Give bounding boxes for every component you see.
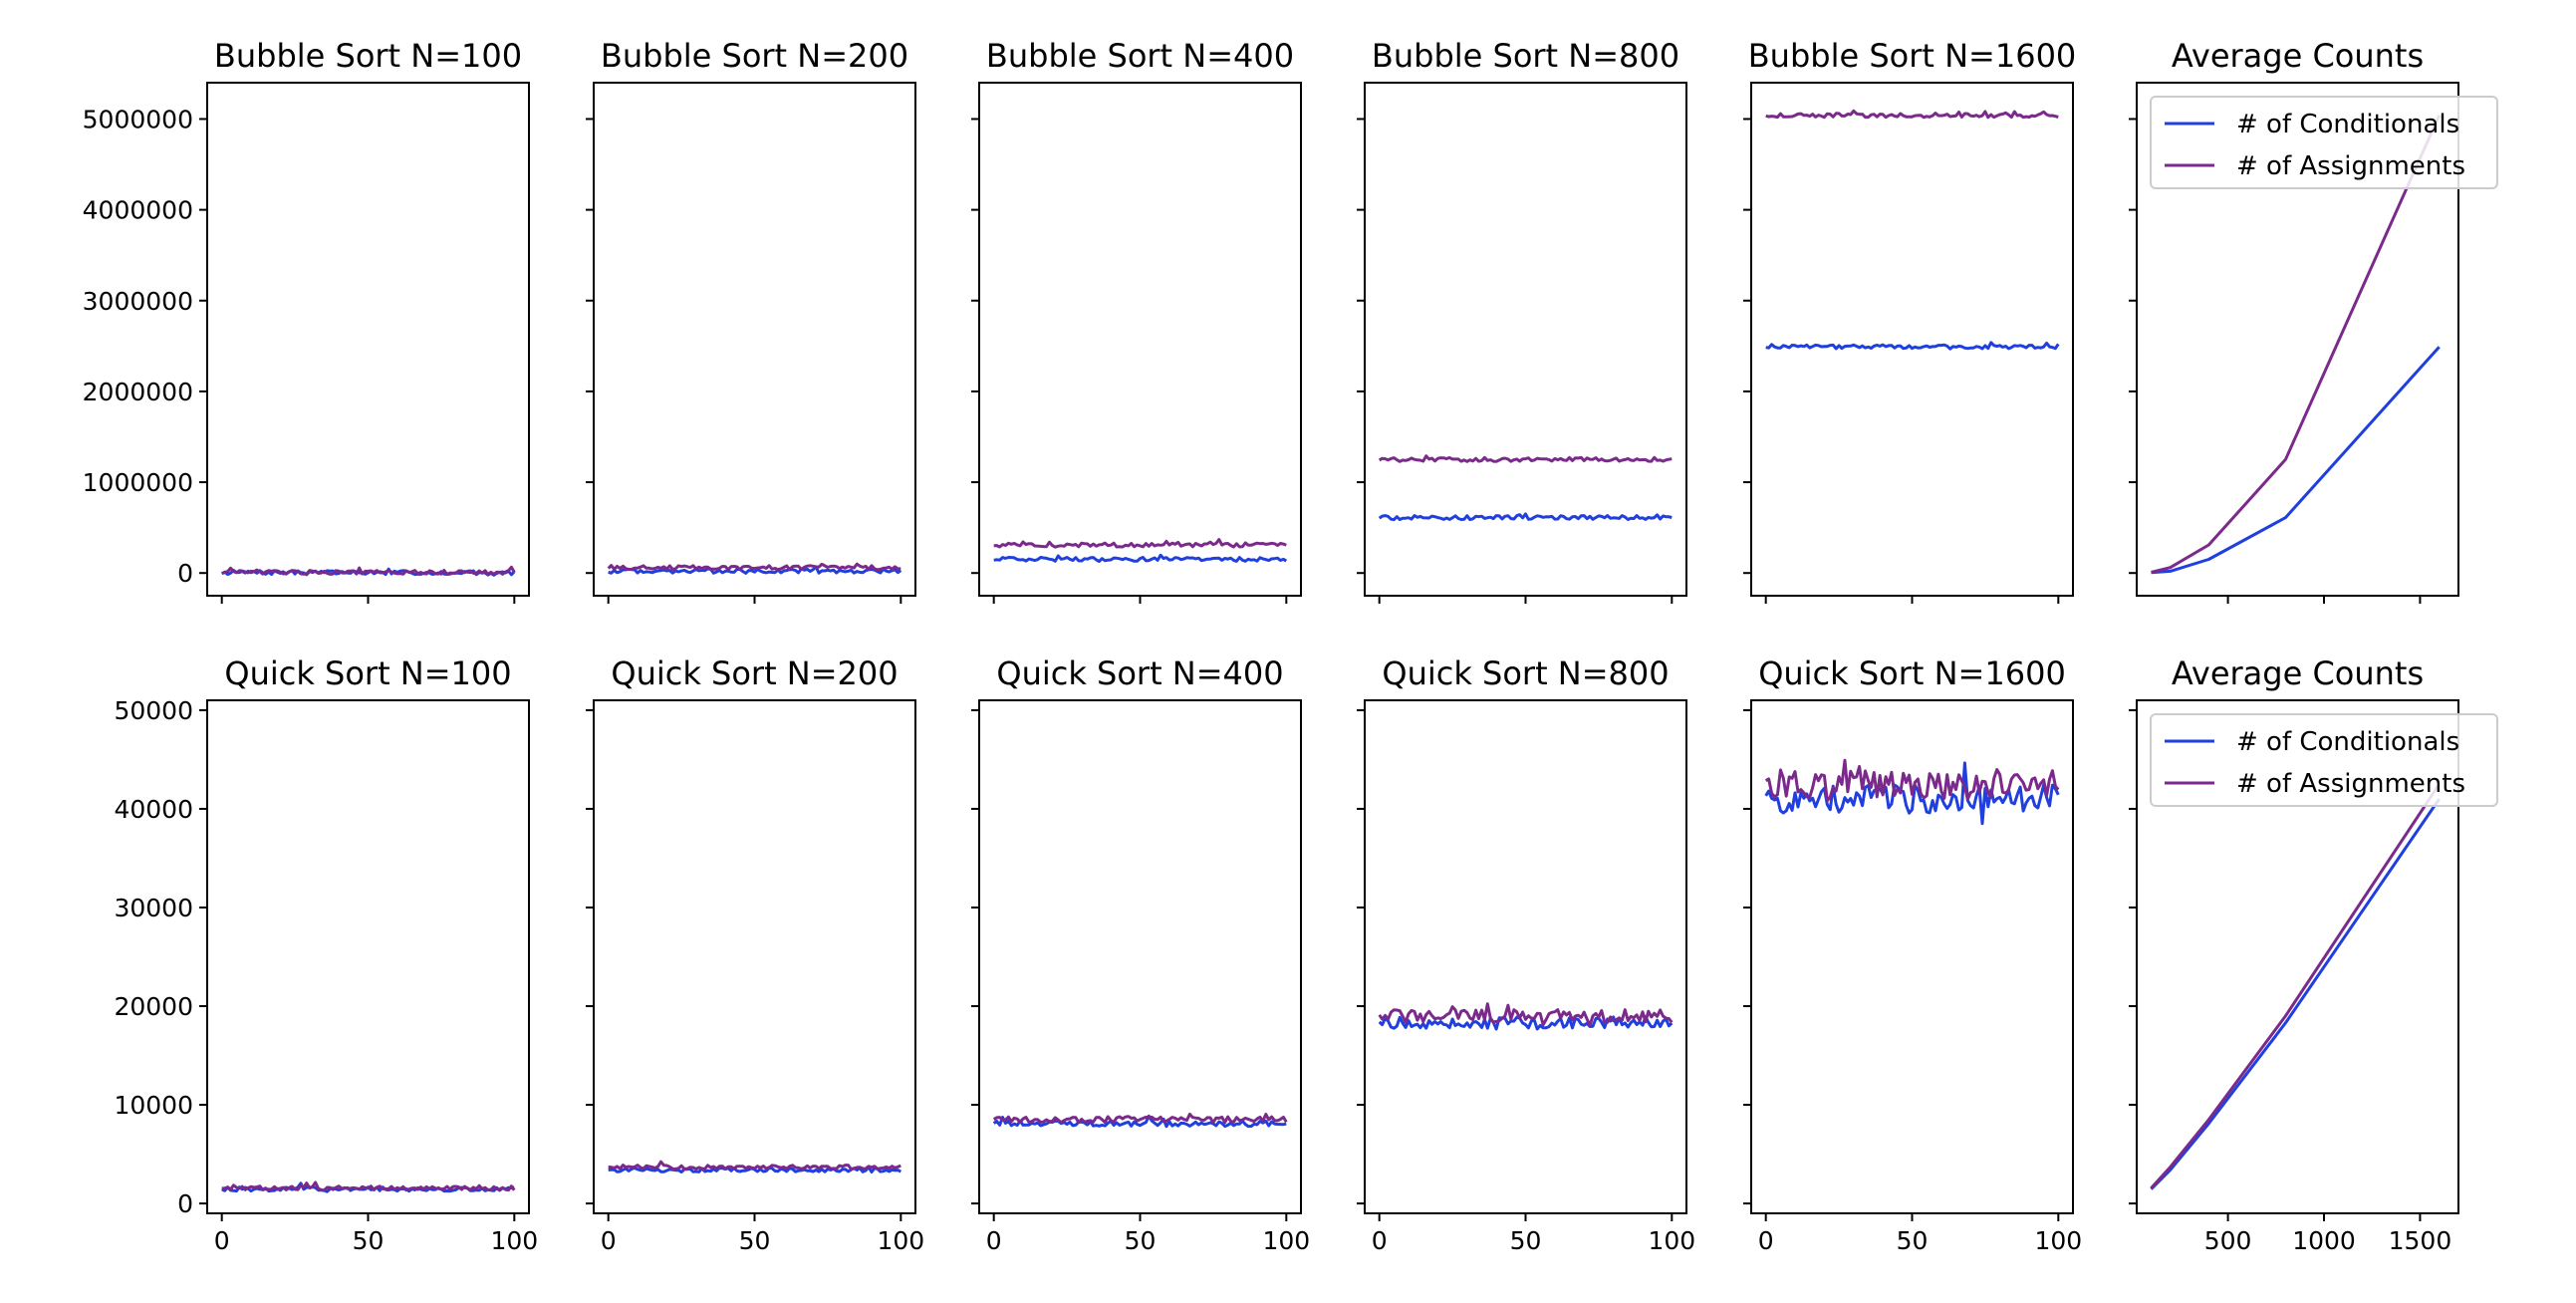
panel-title: Bubble Sort N=400 bbox=[986, 37, 1294, 75]
chart-panel: Average Counts # of Conditionals # of Assi… bbox=[2129, 37, 2498, 604]
legend: # of Conditionals # of Assignments bbox=[2150, 96, 2498, 189]
y-tick-label: 2000000 bbox=[83, 378, 193, 406]
axes-frame bbox=[1750, 82, 2074, 597]
series-line-assignments bbox=[608, 1160, 902, 1171]
chart-panel: Quick Sort N=800 0 50 100 bbox=[1357, 654, 1695, 1255]
series-line-assignments bbox=[221, 565, 516, 576]
chart-panel: Average Counts 500 1000 1500 # of Conditiona… bbox=[2129, 654, 2498, 1255]
axes-frame bbox=[593, 699, 916, 1214]
axes-frame bbox=[1364, 699, 1687, 1214]
legend-label-assignments: # of Assignments bbox=[2236, 769, 2465, 799]
axes-frame bbox=[2136, 699, 2459, 1214]
panel-title: Average Counts bbox=[2172, 37, 2424, 75]
x-tick-label: 0 bbox=[1372, 1226, 1388, 1255]
series-line-conditionals bbox=[1764, 761, 2060, 826]
x-tick-label: 50 bbox=[1897, 1226, 1929, 1255]
series-line-conditionals bbox=[1378, 512, 1673, 522]
series-line-assignments bbox=[1378, 1002, 1674, 1027]
chart-panel: Bubble Sort N=200 bbox=[586, 37, 916, 604]
legend-label-conditionals: # of Conditionals bbox=[2236, 727, 2459, 757]
x-tick-label: 50 bbox=[1510, 1226, 1542, 1255]
chart-panel: Quick Sort N=100 0 50 100 0 10000 20000 30000 40… bbox=[114, 654, 538, 1255]
y-tick-label: 5000000 bbox=[83, 105, 193, 133]
series-line-conditionals bbox=[2151, 346, 2441, 575]
y-tick-label: 50000 bbox=[114, 696, 193, 725]
x-tick-label: 0 bbox=[214, 1226, 230, 1255]
x-tick-label: 1000 bbox=[2292, 1226, 2356, 1255]
chart-panel: Bubble Sort N=100 0 1000000 2000000 3000000 4… bbox=[83, 37, 530, 604]
x-tick-label: 100 bbox=[1648, 1226, 1695, 1255]
y-tick-label: 10000 bbox=[114, 1091, 193, 1120]
series-line-conditionals bbox=[608, 565, 902, 575]
legend-label-assignments: # of Assignments bbox=[2236, 151, 2465, 181]
y-tick-label: 0 bbox=[177, 559, 193, 588]
chart-panel: Quick Sort N=200 0 50 100 bbox=[586, 654, 924, 1255]
series-line-conditionals bbox=[1378, 1015, 1674, 1031]
x-tick-label: 50 bbox=[739, 1226, 771, 1255]
axes-frame bbox=[2136, 82, 2459, 597]
series-line-conditionals bbox=[2150, 798, 2441, 1190]
panel-title: Quick Sort N=1600 bbox=[1758, 654, 2066, 692]
series-line-conditionals bbox=[993, 553, 1288, 563]
axes-frame bbox=[593, 82, 916, 597]
axes-frame bbox=[206, 82, 530, 597]
panel-title: Quick Sort N=200 bbox=[611, 654, 898, 692]
axes-frame bbox=[206, 699, 530, 1214]
y-tick-label: 1000000 bbox=[83, 468, 193, 497]
x-tick-label: 100 bbox=[490, 1226, 538, 1255]
y-tick-label: 40000 bbox=[114, 795, 193, 824]
y-tick-label: 4000000 bbox=[83, 196, 193, 225]
y-tick-label: 30000 bbox=[114, 894, 193, 922]
panel-title: Quick Sort N=100 bbox=[224, 654, 511, 692]
y-tick-label: 3000000 bbox=[83, 287, 193, 316]
x-tick-label: 50 bbox=[1125, 1226, 1157, 1255]
legend: # of Conditionals # of Assignments bbox=[2150, 713, 2498, 807]
chart-panel: Bubble Sort N=800 bbox=[1357, 37, 1687, 604]
series-line-assignments bbox=[1764, 758, 2060, 803]
x-tick-label: 100 bbox=[2034, 1226, 2082, 1255]
panel-title: Average Counts bbox=[2172, 654, 2424, 692]
legend-label-conditionals: # of Conditionals bbox=[2236, 110, 2459, 139]
series-line-assignments bbox=[1765, 109, 2059, 120]
x-tick-label: 500 bbox=[2204, 1226, 2252, 1255]
chart-panel: Bubble Sort N=1600 bbox=[1743, 37, 2076, 604]
x-tick-label: 50 bbox=[353, 1226, 385, 1255]
panel-title: Bubble Sort N=800 bbox=[1372, 37, 1679, 75]
x-tick-label: 100 bbox=[1262, 1226, 1310, 1255]
x-tick-label: 1500 bbox=[2389, 1226, 2452, 1255]
panel-title: Bubble Sort N=100 bbox=[214, 37, 522, 75]
chart-panel: Quick Sort N=400 0 50 100 bbox=[971, 654, 1310, 1255]
series-line-assignments bbox=[607, 562, 902, 572]
series-line-assignments bbox=[221, 1180, 516, 1192]
panel-title: Bubble Sort N=200 bbox=[601, 37, 908, 75]
axes-frame bbox=[978, 82, 1302, 597]
series-line-assignments bbox=[2150, 783, 2441, 1189]
y-tick-label: 0 bbox=[177, 1189, 193, 1218]
chart-panel: Quick Sort N=1600 0 50 100 bbox=[1743, 654, 2082, 1255]
series-line-assignments bbox=[992, 1112, 1288, 1125]
series-line-assignments bbox=[993, 538, 1287, 549]
panel-title: Bubble Sort N=1600 bbox=[1748, 37, 2077, 75]
axes-frame bbox=[1750, 699, 2074, 1214]
series-line-conditionals bbox=[992, 1114, 1287, 1129]
series-line-conditionals bbox=[1765, 341, 2060, 351]
series-line-assignments bbox=[2151, 115, 2442, 574]
panel-title: Quick Sort N=400 bbox=[996, 654, 1283, 692]
chart-panel: Bubble Sort N=400 bbox=[971, 37, 1302, 604]
y-tick-label: 20000 bbox=[114, 992, 193, 1021]
series-line-assignments bbox=[1378, 454, 1673, 463]
x-tick-label: 0 bbox=[986, 1226, 1002, 1255]
axes-frame bbox=[978, 699, 1302, 1214]
panel-title: Quick Sort N=800 bbox=[1382, 654, 1669, 692]
legend-box bbox=[2150, 713, 2498, 807]
x-tick-label: 0 bbox=[601, 1226, 617, 1255]
x-tick-label: 100 bbox=[877, 1226, 924, 1255]
legend-box bbox=[2150, 96, 2498, 189]
x-tick-label: 0 bbox=[1758, 1226, 1774, 1255]
